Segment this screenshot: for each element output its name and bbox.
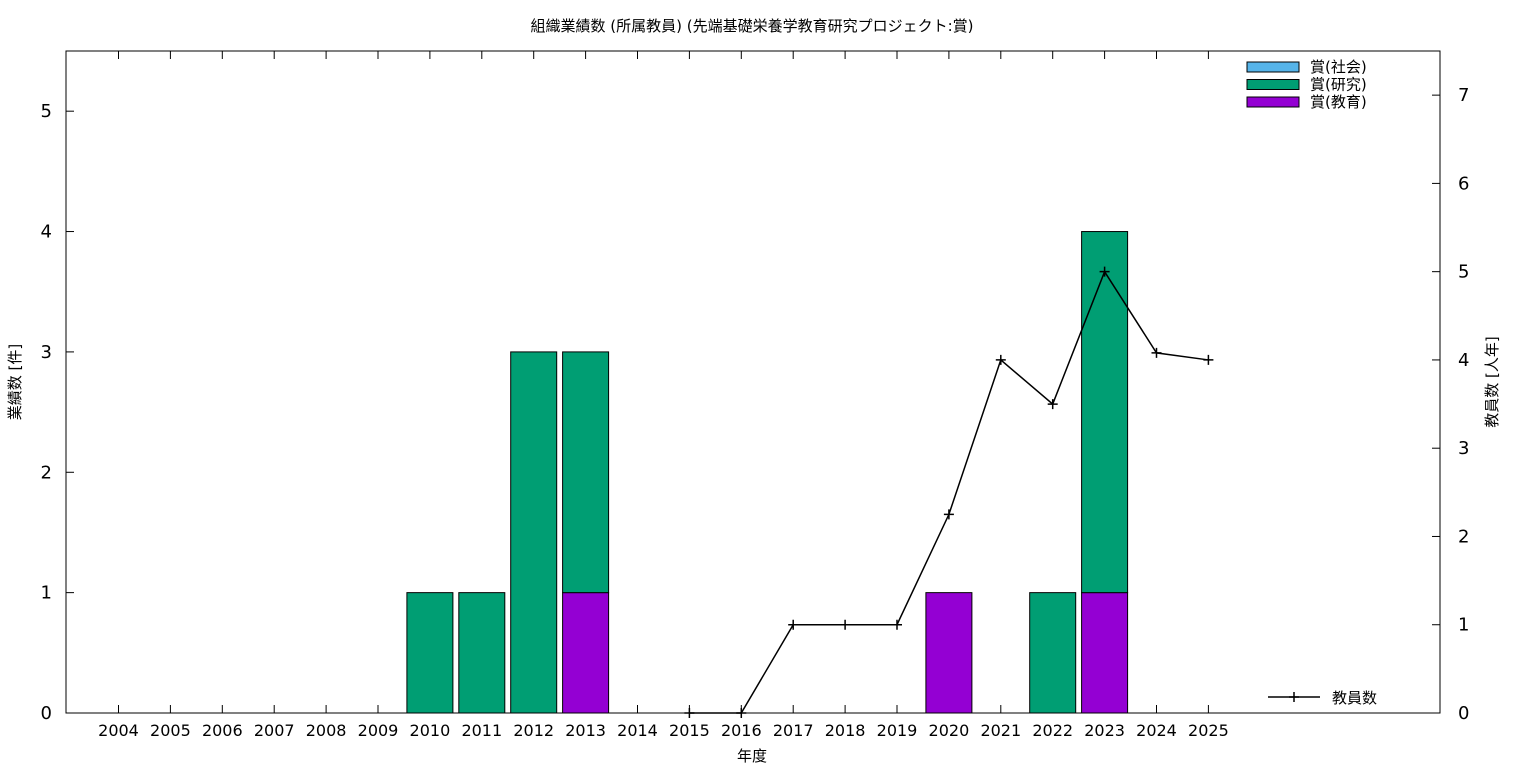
x-tick-label: 2022 — [1032, 721, 1073, 740]
x-tick-label: 2020 — [929, 721, 970, 740]
x-tick-label: 2004 — [98, 721, 139, 740]
y2-tick-label: 3 — [1458, 438, 1469, 459]
legend-label: 賞(社会) — [1310, 58, 1367, 76]
y-tick-label: 2 — [41, 462, 52, 483]
x-tick-label: 2005 — [150, 721, 191, 740]
legend-swatch — [1246, 61, 1300, 73]
x-tick-label: 2019 — [877, 721, 918, 740]
x-tick-label: 2011 — [461, 721, 502, 740]
x-tick-label: 2023 — [1084, 721, 1125, 740]
legend-label: 賞(教育) — [1310, 93, 1367, 111]
bar-segment — [562, 592, 610, 714]
x-axis-label: 年度 — [737, 747, 767, 765]
staff-point-marker — [684, 708, 695, 718]
x-tick-label: 2010 — [410, 721, 451, 740]
staff-point-marker — [1203, 354, 1214, 365]
staff-line-layer — [684, 266, 1214, 718]
staff-point-marker — [1099, 266, 1110, 277]
y2-tick-label: 7 — [1458, 85, 1469, 106]
y2-tick-label: 0 — [1458, 703, 1469, 724]
y-tick-label: 3 — [41, 342, 52, 363]
x-tick-labels: 2004 2005 2006 2007 2008 2009 2010 2011 2012 2013… — [98, 721, 1229, 740]
y-tick-label: 0 — [41, 703, 52, 724]
y-tick-label: 4 — [41, 222, 52, 243]
staff-point-marker — [1151, 347, 1162, 358]
bar-segment — [458, 592, 506, 714]
legend-line-label: 教員数 — [1332, 689, 1377, 707]
x-tick-label: 2012 — [513, 721, 554, 740]
y-axis-label: 業績数 [件] — [6, 344, 24, 420]
bar-segment — [562, 351, 610, 594]
x-tick-label: 2017 — [773, 721, 814, 740]
plot-frame — [65, 50, 1441, 714]
bar-segment — [925, 592, 973, 714]
y2-tick-label: 2 — [1458, 526, 1469, 547]
x-tick-label: 2015 — [669, 721, 710, 740]
legend-label: 賞(研究) — [1310, 76, 1367, 94]
x-tick-label: 2008 — [306, 721, 347, 740]
x-tick-label: 2016 — [721, 721, 762, 740]
staff-point-marker — [840, 619, 851, 630]
y-tick-labels: 0 1 2 3 4 5 — [41, 101, 52, 724]
x-tick-label: 2018 — [825, 721, 866, 740]
staff-point-marker — [943, 509, 954, 520]
axis-ticks — [66, 51, 1440, 714]
bar-segment — [1029, 592, 1077, 714]
chart-title: 組織業績数 (所属教員) (先端基礎栄養学教育研究プロジェクト:賞) — [530, 17, 973, 35]
staff-point-marker — [995, 354, 1006, 365]
legend: 賞(社会)賞(研究)賞(教育) 教員数 — [1246, 58, 1377, 707]
x-tick-label: 2013 — [565, 721, 606, 740]
legend-line-marker — [1289, 692, 1299, 702]
y-tick-label: 5 — [41, 101, 52, 122]
x-tick-label: 2007 — [254, 721, 295, 740]
staff-point-marker — [788, 619, 799, 630]
x-tick-label: 2021 — [980, 721, 1021, 740]
y2-tick-label: 6 — [1458, 173, 1469, 194]
y2-tick-label: 5 — [1458, 262, 1469, 283]
legend-swatch — [1246, 96, 1300, 108]
y2-tick-labels: 0 1 2 3 4 5 6 7 — [1458, 85, 1469, 724]
staff-point-marker — [892, 619, 902, 630]
x-tick-label: 2009 — [358, 721, 399, 740]
staff-point-marker — [1047, 399, 1058, 410]
y2-tick-label: 1 — [1458, 615, 1469, 636]
staff-point-marker — [736, 708, 747, 718]
bar-segment — [406, 592, 454, 714]
y2-tick-label: 4 — [1458, 350, 1469, 371]
x-tick-label: 2014 — [617, 721, 658, 740]
y2-axis-label: 教員数 [人年] — [1483, 336, 1501, 427]
y-tick-label: 1 — [41, 583, 52, 604]
bar-segment — [1081, 592, 1129, 714]
x-tick-label: 2006 — [202, 721, 243, 740]
plot-frame-group — [65, 50, 1441, 714]
x-tick-label: 2025 — [1188, 721, 1229, 740]
legend-swatch — [1246, 79, 1300, 90]
bar-segment — [1081, 231, 1129, 594]
bar-segment — [510, 351, 558, 714]
bars — [406, 231, 1129, 714]
x-tick-label: 2024 — [1136, 721, 1177, 740]
